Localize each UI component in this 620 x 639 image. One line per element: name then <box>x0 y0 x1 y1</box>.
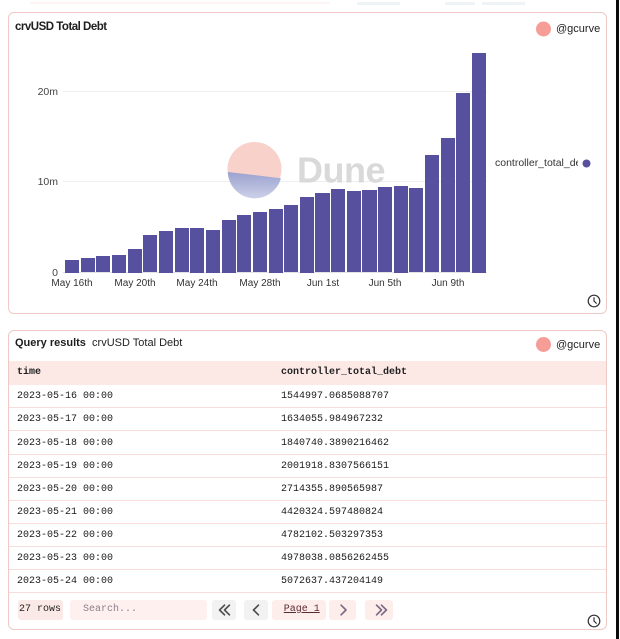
svg-text:Dune: Dune <box>297 150 385 191</box>
